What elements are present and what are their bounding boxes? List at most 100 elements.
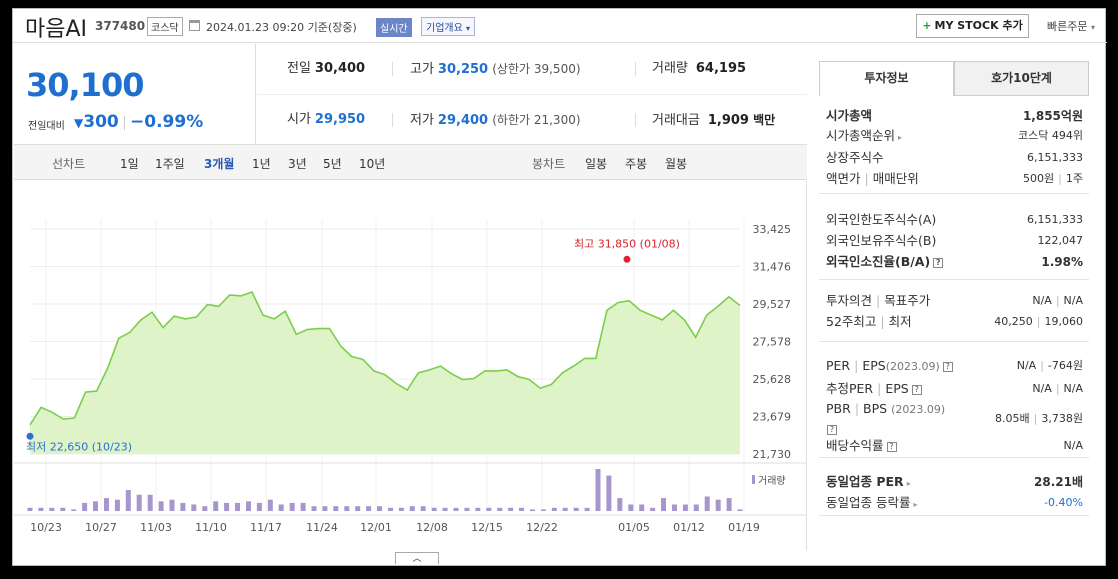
volume-bar bbox=[300, 502, 306, 511]
ind-per-label[interactable]: 동일업종 PER ▸ bbox=[826, 472, 911, 494]
row-pbr: PBR | BPS (2023.09) bbox=[826, 399, 1083, 419]
y-tick-label: 33,425 bbox=[753, 223, 792, 236]
volume-bar bbox=[693, 504, 699, 511]
row-est-per: 추정PER | EPS? N/A | N/A bbox=[826, 379, 1083, 399]
per-label: PER | EPS(2023.09)? bbox=[826, 356, 953, 377]
help-icon[interactable]: ? bbox=[933, 258, 944, 268]
x-tick-label: 12/22 bbox=[526, 521, 558, 534]
row-foreign-limit: 외국인한도주식수(A) 6,151,333 bbox=[826, 210, 1083, 230]
x-tick-label: 01/05 bbox=[618, 521, 650, 534]
high-label: 고가 bbox=[410, 62, 434, 77]
my-stock-add-button[interactable]: + MY STOCK 추가 bbox=[916, 14, 1029, 38]
help-icon[interactable]: ? bbox=[886, 442, 897, 452]
period-1w[interactable]: 1주일 bbox=[155, 157, 185, 171]
chevron-right-icon: ▸ bbox=[913, 500, 918, 509]
high-value: 30,250 bbox=[437, 62, 489, 77]
volume-bar bbox=[639, 504, 645, 511]
volume-bar bbox=[573, 507, 579, 511]
row-mcap: 시가총액 1,855억원 bbox=[826, 106, 1083, 126]
foreign-own-value: 122,047 bbox=[1037, 234, 1084, 247]
pbr-help: ? bbox=[826, 419, 837, 439]
quick-order-button[interactable]: 빠른주문 ▾ bbox=[1047, 18, 1095, 34]
volume-bar bbox=[235, 502, 240, 511]
high52-value-text: 40,250 bbox=[994, 315, 1033, 328]
stock-code: 377480 bbox=[95, 19, 146, 33]
divider bbox=[392, 113, 393, 127]
mcap-rank-text: 시가총액순위 bbox=[826, 128, 896, 143]
period-5y[interactable]: 5년 bbox=[323, 157, 342, 171]
y-tick-label: 27,578 bbox=[753, 335, 792, 348]
row-ind-rate: 동일업종 등락률 ▸ -0.40% bbox=[826, 493, 1083, 513]
x-tick-label: 10/27 bbox=[85, 521, 117, 534]
current-price: 30,100 bbox=[26, 66, 144, 104]
corp-overview-button[interactable]: 기업개요 ▾ bbox=[421, 17, 476, 36]
foreign-ratio-value: 1.98% bbox=[1041, 255, 1083, 269]
period-1y[interactable]: 1년 bbox=[252, 157, 271, 171]
volume-bar bbox=[475, 507, 481, 511]
price-change-value: 300 bbox=[83, 112, 119, 132]
volume-bar bbox=[584, 507, 590, 511]
ind-per-text: 동일업종 PER bbox=[826, 474, 904, 489]
volume-bar bbox=[377, 506, 382, 511]
ind-rate-label[interactable]: 동일업종 등락률 ▸ bbox=[826, 493, 918, 515]
period-1d[interactable]: 1일 bbox=[120, 157, 139, 171]
candle-weekly[interactable]: 주봉 bbox=[625, 157, 648, 171]
stock-widget: 마음AI 377480 코스닥 2024.01.23 09:20 기준(장중) … bbox=[12, 8, 1107, 566]
volume-bar bbox=[49, 507, 55, 511]
high52-value: 40,250 | 19,060 bbox=[994, 312, 1083, 332]
low-label: 저가 bbox=[410, 113, 434, 128]
low52-label-text: 최저 bbox=[888, 314, 912, 329]
volume-bar bbox=[104, 498, 109, 511]
volume-bar bbox=[551, 507, 557, 511]
est-per-value: N/A | N/A bbox=[1032, 379, 1083, 399]
ind-per-value: 28.21배 bbox=[1034, 475, 1083, 489]
corp-overview-label: 기업개요 bbox=[426, 23, 463, 34]
row-pbr-help: ? bbox=[826, 419, 1083, 439]
section-opinion: 투자의견 | 목표주가 N/A | N/A 52주최고 | 최저 40,250 | 19,060 bbox=[819, 280, 1089, 342]
tab-invest-info[interactable]: 투자정보 bbox=[819, 61, 954, 96]
volume-bar bbox=[508, 507, 514, 511]
ind-rate-text: 동일업종 등락률 bbox=[826, 495, 911, 510]
ind-rate-value: -0.40% bbox=[1044, 496, 1083, 509]
section-industry: 동일업종 PER ▸ 28.21배 동일업종 등락률 ▸ -0.40% bbox=[819, 458, 1089, 516]
unit-label-text: 매매단위 bbox=[872, 171, 919, 186]
period-10y[interactable]: 10년 bbox=[359, 157, 386, 171]
pbr-period: (2023.09) bbox=[891, 403, 946, 416]
period-3y[interactable]: 3년 bbox=[288, 157, 307, 171]
tab-orderbook[interactable]: 호가10단계 bbox=[954, 61, 1089, 96]
face-label-text: 액면가 bbox=[826, 171, 861, 186]
volume-bar bbox=[289, 502, 295, 511]
volume-bar bbox=[322, 506, 328, 511]
est-per-label-text: 추정PER bbox=[826, 381, 874, 396]
price-chart[interactable]: 33,425 31,476 29,527 27,578 25,628 23,679 21,7… bbox=[14, 181, 807, 551]
volume-bar bbox=[333, 506, 339, 511]
help-icon[interactable]: ? bbox=[942, 362, 953, 372]
upper-limit: (상한가 39,500) bbox=[492, 62, 581, 76]
my-stock-label: MY STOCK 추가 bbox=[934, 19, 1023, 32]
candle-monthly[interactable]: 월봉 bbox=[665, 157, 688, 171]
help-icon[interactable]: ? bbox=[911, 385, 922, 395]
price-chart-svg: 33,425 31,476 29,527 27,578 25,628 23,679 21,7… bbox=[14, 219, 807, 534]
realtime-button[interactable]: 실시간 bbox=[376, 18, 412, 37]
legend-swatch bbox=[752, 475, 755, 484]
per-value-text: N/A bbox=[1016, 359, 1037, 372]
price-change-pct: −0.99% bbox=[130, 112, 204, 132]
low52-value-text: 19,060 bbox=[1044, 315, 1084, 328]
help-icon[interactable]: ? bbox=[827, 425, 837, 435]
face-label: 액면가 | 매매단위 bbox=[826, 169, 919, 189]
period-3m[interactable]: 3개월 bbox=[204, 157, 235, 171]
x-tick-label: 01/19 bbox=[728, 521, 760, 534]
stock-header: 마음AI 377480 코스닥 2024.01.23 09:20 기준(장중) … bbox=[13, 9, 1107, 43]
volume-bar bbox=[464, 507, 470, 511]
volume-bar bbox=[169, 499, 175, 511]
row-52w: 52주최고 | 최저 40,250 | 19,060 bbox=[826, 312, 1083, 332]
volume-bar bbox=[420, 506, 426, 511]
row-shares: 상장주식수 6,151,333 bbox=[826, 148, 1083, 168]
chevron-up-icon[interactable]: ︿ bbox=[395, 552, 439, 564]
foreign-ratio-text: 외국인소진율(B/A) bbox=[826, 254, 931, 269]
per-period: (2023.09) bbox=[885, 360, 940, 373]
volume-bar bbox=[497, 507, 503, 511]
candle-daily[interactable]: 일봉 bbox=[585, 157, 608, 171]
y-tick-label: 25,628 bbox=[753, 373, 792, 386]
volume-bar bbox=[617, 498, 623, 511]
